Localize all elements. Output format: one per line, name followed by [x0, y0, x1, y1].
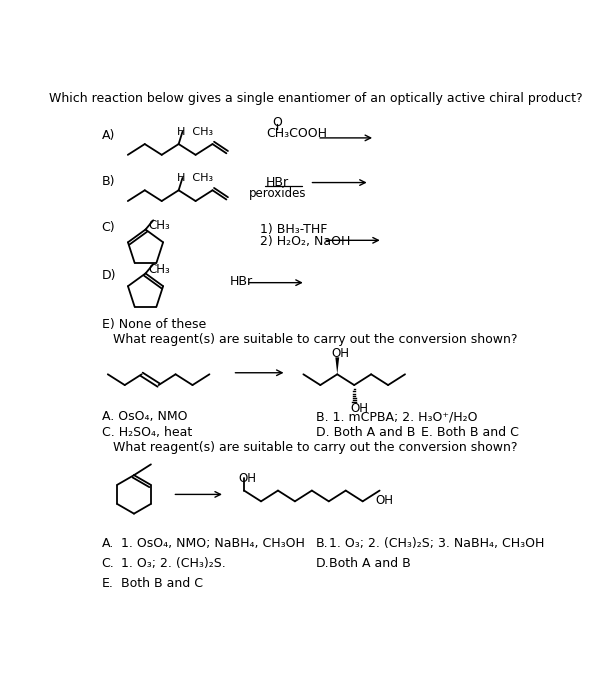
Text: 1. O₃; 2. (CH₃)₂S; 3. NaBH₄, CH₃OH: 1. O₃; 2. (CH₃)₂S; 3. NaBH₄, CH₃OH [329, 537, 544, 550]
Text: B): B) [102, 175, 115, 188]
Text: OH: OH [238, 472, 256, 485]
Text: H  CH₃: H CH₃ [177, 127, 213, 137]
Text: 1. O₃; 2. (CH₃)₂S.: 1. O₃; 2. (CH₃)₂S. [121, 556, 225, 570]
Text: D. Both A and B: D. Both A and B [316, 426, 415, 439]
Text: 2) H₂O₂, NaOH: 2) H₂O₂, NaOH [260, 235, 351, 248]
Text: C. H₂SO₄, heat: C. H₂SO₄, heat [102, 426, 192, 439]
Text: HBr: HBr [230, 275, 253, 288]
Text: CH₃: CH₃ [148, 218, 171, 232]
Text: What reagent(s) are suitable to carry out the conversion shown?: What reagent(s) are suitable to carry ou… [113, 441, 518, 454]
Text: OH: OH [331, 347, 349, 360]
Text: C): C) [102, 221, 115, 234]
Polygon shape [335, 357, 339, 374]
Text: B. 1. mCPBA; 2. H₃O⁺/H₂O: B. 1. mCPBA; 2. H₃O⁺/H₂O [316, 410, 477, 424]
Text: C.: C. [102, 556, 115, 570]
Text: D.: D. [316, 556, 330, 570]
Text: 1. OsO₄, NMO; NaBH₄, CH₃OH: 1. OsO₄, NMO; NaBH₄, CH₃OH [121, 537, 305, 550]
Text: Both A and B: Both A and B [329, 556, 410, 570]
Text: CH₃COOH: CH₃COOH [267, 127, 328, 140]
Text: E.: E. [102, 577, 113, 590]
Text: A.: A. [102, 537, 114, 550]
Text: 1) BH₃-THF: 1) BH₃-THF [260, 223, 328, 237]
Text: E. Both B and C: E. Both B and C [421, 426, 519, 439]
Text: D): D) [102, 269, 116, 282]
Text: Both B and C: Both B and C [121, 577, 203, 590]
Text: Which reaction below gives a single enantiomer of an optically active chiral pro: Which reaction below gives a single enan… [49, 92, 583, 105]
Text: H  CH₃: H CH₃ [177, 174, 213, 183]
Text: A): A) [102, 129, 115, 141]
Text: peroxides: peroxides [248, 187, 306, 200]
Text: OH: OH [376, 494, 394, 508]
Text: A. OsO₄, NMO: A. OsO₄, NMO [102, 410, 187, 424]
Text: B.: B. [316, 537, 328, 550]
Text: HBr: HBr [265, 176, 289, 190]
Text: E) None of these: E) None of these [102, 318, 206, 331]
Text: O: O [272, 116, 282, 130]
Text: What reagent(s) are suitable to carry out the conversion shown?: What reagent(s) are suitable to carry ou… [113, 332, 518, 346]
Text: CH₃: CH₃ [148, 262, 171, 276]
Text: OH: OH [351, 402, 368, 415]
